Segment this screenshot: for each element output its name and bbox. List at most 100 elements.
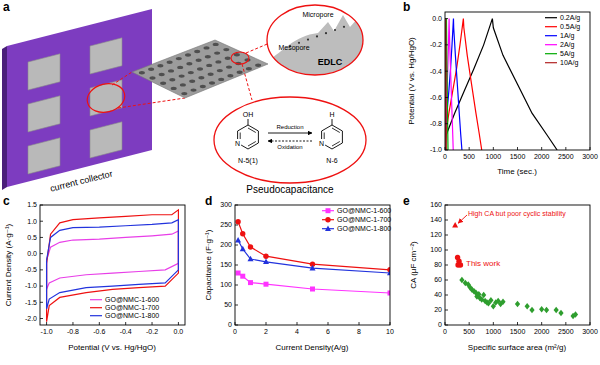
x-tick [445, 322, 446, 325]
x-tick-label: 0 [443, 153, 447, 160]
x-tick-label: 6 [326, 328, 330, 335]
series-line [47, 220, 179, 309]
x-tick [541, 147, 542, 150]
bond [332, 119, 333, 125]
x-tick [445, 147, 446, 150]
double-bond [248, 142, 256, 147]
y-tick [445, 325, 448, 326]
x-tick-label: 0 [443, 328, 447, 335]
x-tick [517, 322, 518, 325]
porous-sheet [132, 40, 268, 98]
x-axis-label: Specific surface area (m²/g) [468, 343, 567, 352]
y-tick [235, 205, 238, 206]
pore [218, 78, 224, 81]
y-tick-label: 0.0 [27, 250, 37, 257]
y-tick-label: 60 [434, 276, 442, 283]
y-tick [445, 250, 448, 251]
y-tick-label: -1.0 [25, 282, 37, 289]
data-point [263, 259, 269, 265]
zoom-line [112, 72, 132, 85]
y-tick [445, 295, 448, 296]
y-tick-label: 20 [434, 306, 442, 313]
y-tick [40, 302, 43, 303]
pore [206, 64, 212, 67]
y-tick [40, 286, 43, 287]
arrow [268, 133, 312, 134]
collector-edge [2, 46, 7, 190]
annotation: This work [466, 259, 501, 268]
pore [198, 76, 204, 79]
pore [200, 85, 206, 88]
ion [325, 32, 327, 34]
series-line [445, 19, 462, 150]
data-point [525, 303, 530, 309]
panel-letter: a [3, 0, 10, 14]
edlc-content [262, 15, 368, 82]
collector-label: current collector [49, 168, 114, 193]
legend-label: GO@NMC-1-800 [105, 312, 159, 319]
legend-label: 2A/g [560, 41, 575, 49]
y-tick [40, 221, 43, 222]
x-tick [235, 322, 236, 325]
x-tick-label: 10 [386, 328, 394, 335]
y-tick-label: 140 [430, 216, 442, 223]
zoom-ring [231, 52, 249, 64]
y-tick-label: 120 [430, 231, 442, 238]
label: N-5(1) [238, 157, 258, 165]
bond [248, 119, 249, 125]
x-tick-label: 1500 [510, 328, 526, 335]
x-tick [359, 322, 360, 325]
data-point [248, 244, 253, 249]
y-tick [235, 225, 238, 226]
x-tick-label: -0.6 [93, 328, 105, 335]
data-point [554, 307, 559, 313]
data-point [539, 306, 544, 312]
pore [204, 46, 210, 49]
series-line [445, 19, 453, 150]
data-point [240, 246, 246, 252]
x-tick [125, 322, 126, 325]
data-point [235, 219, 240, 224]
x-tick [590, 147, 591, 150]
pore [167, 61, 173, 64]
x-tick-label: 4 [295, 328, 299, 335]
legend-swatch [545, 35, 557, 36]
y-tick-label: -2.0 [25, 315, 37, 322]
x-tick [469, 147, 470, 150]
legend-label: GO@NMC-1-700 [105, 304, 159, 311]
electrode-patch [28, 138, 60, 174]
y-tick-label: 40 [434, 291, 442, 298]
pore [246, 67, 252, 70]
panel-letter: c [3, 194, 10, 208]
data-point [248, 256, 254, 262]
data-point [240, 231, 245, 236]
y-tick [235, 285, 238, 286]
pore [205, 55, 211, 58]
pore [226, 65, 232, 68]
legend-swatch [90, 299, 102, 300]
data-point [264, 282, 269, 287]
x-tick-label: 2500 [558, 153, 574, 160]
y-tick [445, 205, 448, 206]
y-tick-label: 200 [220, 241, 232, 248]
x-tick [517, 147, 518, 150]
pore [159, 73, 165, 76]
x-tick-label: 500 [463, 153, 475, 160]
legend-label: GO@NMC-1-700 [337, 216, 391, 223]
plot-area [452, 222, 578, 319]
arrow [268, 141, 312, 142]
x-tick-label: 1000 [486, 153, 502, 160]
series-line [47, 210, 179, 322]
label: Oxidation [277, 144, 302, 150]
zoom-line [118, 98, 185, 108]
x-tick-label: 2500 [558, 328, 574, 335]
data-point [573, 311, 578, 317]
ion [307, 39, 309, 41]
y-tick-label: 1.5 [27, 201, 37, 208]
double-bond [248, 128, 256, 133]
pore [168, 69, 174, 72]
label: EDLC [318, 57, 343, 67]
y-tick [235, 245, 238, 246]
y-tick [40, 269, 43, 270]
pore [176, 57, 182, 60]
